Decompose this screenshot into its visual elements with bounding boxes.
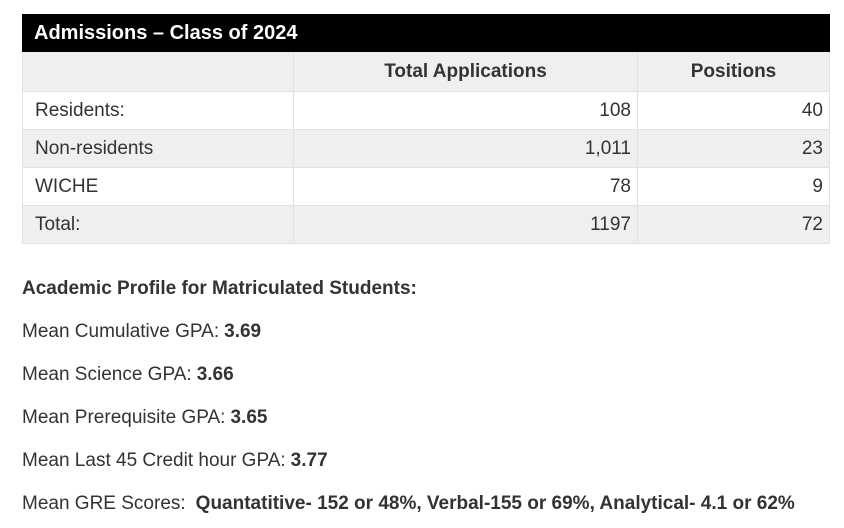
stat-label: Mean Cumulative GPA: [22, 321, 220, 342]
stat-label: Mean GRE Scores: [22, 493, 186, 514]
stat-value: 3.66 [196, 364, 234, 385]
academic-profile-section: Academic Profile for Matriculated Studen… [22, 277, 829, 515]
applications-value: 108 [293, 91, 638, 130]
stat-value: 3.65 [230, 407, 268, 428]
applications-value: 78 [293, 167, 638, 206]
applications-value: 1,011 [293, 129, 638, 168]
stat-mean-science-gpa: Mean Science GPA: 3.66 [22, 363, 829, 386]
column-header-positions: Positions [637, 51, 830, 92]
table-row-wiche: WICHE 78 9 [22, 167, 830, 206]
table-row-residents: Residents: 108 40 [22, 91, 830, 130]
column-header-blank [22, 51, 294, 92]
table-title-row: Admissions – Class of 2024 [22, 14, 830, 52]
positions-value: 40 [637, 91, 830, 130]
table-title: Admissions – Class of 2024 [22, 14, 830, 52]
positions-value: 23 [637, 129, 830, 168]
row-label: Total: [22, 205, 294, 244]
row-label: WICHE [22, 167, 294, 206]
positions-value: 72 [637, 205, 830, 244]
row-label: Non-residents [22, 129, 294, 168]
applications-value: 1197 [293, 205, 638, 244]
column-header-total-applications: Total Applications [293, 51, 638, 92]
table-row-total: Total: 1197 72 [22, 205, 830, 244]
stat-mean-gre-scores: Mean GRE Scores: Quantatitive- 152 or 48%… [22, 492, 829, 515]
academic-profile-heading: Academic Profile for Matriculated Studen… [22, 278, 417, 299]
stat-mean-cumulative-gpa: Mean Cumulative GPA: 3.69 [22, 320, 829, 343]
stat-value: Quantatitive- 152 or 48%, Verbal-155 or … [195, 493, 795, 514]
admissions-table: Admissions – Class of 2024 Total Applica… [22, 14, 830, 244]
stat-value: 3.69 [224, 321, 262, 342]
stat-label: Mean Prerequisite GPA: [22, 407, 226, 428]
positions-value: 9 [637, 167, 830, 206]
stat-label: Mean Last 45 Credit hour GPA: [22, 450, 286, 471]
table-header-row: Total Applications Positions [22, 51, 830, 92]
row-label: Residents: [22, 91, 294, 130]
stat-mean-prerequisite-gpa: Mean Prerequisite GPA: 3.65 [22, 406, 829, 429]
page-content: Admissions – Class of 2024 Total Applica… [22, 14, 830, 515]
stat-label: Mean Science GPA: [22, 364, 192, 385]
stat-value: 3.77 [290, 450, 328, 471]
table-row-non-residents: Non-residents 1,011 23 [22, 129, 830, 168]
stat-mean-last-45-credit-hour-gpa: Mean Last 45 Credit hour GPA: 3.77 [22, 449, 829, 472]
